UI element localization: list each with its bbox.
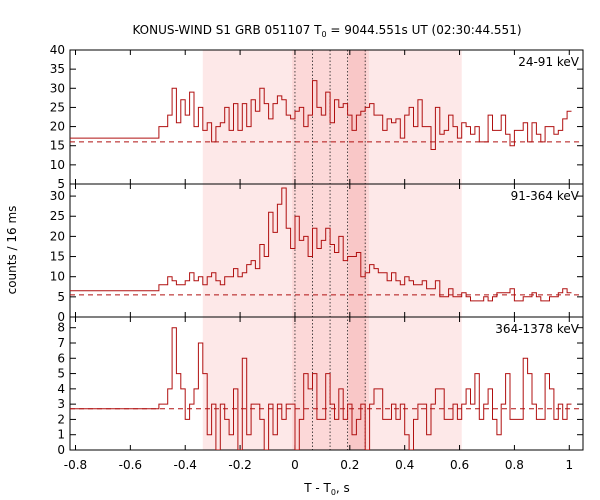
shaded-intervals (202, 50, 462, 450)
panel-1: 0 5 10 15 20 25 30 91-364 keV (50, 183, 584, 324)
panel-1-lightcurve (70, 187, 572, 302)
panel-0-energy-label: 24-91 keV (518, 55, 580, 69)
panel-0-ytick-label-3: 20 (50, 120, 65, 134)
x-tick-label-3: -0.2 (228, 458, 251, 472)
x-axis-label: T - T0, s (303, 481, 350, 497)
panel-2-ytick-label-7: 7 (57, 336, 65, 350)
x-tick-label-2: -0.4 (174, 458, 197, 472)
x-tick-label-6: 0.4 (395, 458, 414, 472)
x-tick-label-0: -0.8 (64, 458, 87, 472)
x-tick-label-5: 0.2 (340, 458, 359, 472)
x-axis-label-main: T - T (303, 481, 331, 495)
panel-1-ytick-label-6: 30 (50, 189, 65, 203)
x-tick-label-8: 0.8 (505, 458, 524, 472)
chart-title: KONUS-WIND S1 GRB 051107 T0 = 9044.551s … (132, 23, 521, 39)
x-tick-label-1: -0.6 (119, 458, 142, 472)
panel-1-ytick-label-4: 20 (50, 229, 65, 243)
panel-0-ytick-label-7: 40 (50, 43, 65, 57)
panel-0-lightcurve (70, 80, 572, 150)
x-tick-label-7: 0.6 (450, 458, 469, 472)
panel-0-ytick-label-4: 25 (50, 100, 65, 114)
x-tick-labels: -0.8 -0.6 -0.4 -0.2 0 0.2 0.4 0.6 0.8 1 (64, 458, 573, 472)
panel-1-ytick-label-3: 15 (50, 250, 65, 264)
panel-1-energy-label: 91-364 keV (511, 189, 580, 203)
chart-title-rest: = 9044.551s UT (02:30:44.551) (327, 23, 522, 37)
panel-2-ytick-label-6: 6 (57, 351, 65, 365)
panel-0-ytick-label-0: 5 (57, 177, 65, 191)
panel-2-lightcurve (70, 327, 572, 450)
panel-2-ytick-label-8: 8 (57, 321, 65, 335)
panel-1-ytick-label-2: 10 (50, 270, 65, 284)
panel-1-ytick-label-1: 5 (57, 290, 65, 304)
panel-2-ytick-label-5: 5 (57, 367, 65, 381)
panel-1-ytick-label-5: 25 (50, 209, 65, 223)
panel-frame-2 (69, 316, 584, 451)
panel-2-ytick-label-0: 0 (57, 443, 65, 457)
panel-0-ytick-label-6: 35 (50, 62, 65, 76)
x-tick-label-9: 1 (565, 458, 573, 472)
x-tick-label-4: 0 (291, 458, 299, 472)
panel-2-ytick-label-2: 2 (57, 412, 65, 426)
x-axis-label-rest: , s (336, 481, 350, 495)
y-axis-label: counts / 16 ms (5, 206, 19, 295)
panel-2-energy-label: 364-1378 keV (495, 322, 579, 336)
panel-1-ytick-label-0: 0 (57, 310, 65, 324)
panel-0: 5 10 15 20 25 30 35 40 24-91 keV (50, 43, 584, 191)
chart-title-subscript: 0 (322, 30, 327, 39)
chart-title-main: KONUS-WIND S1 GRB 051107 T (132, 23, 322, 37)
panel-0-ytick-label-1: 10 (50, 158, 65, 172)
panel-2-ytick-label-4: 4 (57, 382, 65, 396)
panel-0-ytick-label-5: 30 (50, 81, 65, 95)
panel-0-ytick-label-2: 15 (50, 139, 65, 153)
panel-2-ytick-label-1: 1 (57, 428, 65, 442)
x-axis-label-subscript: 0 (331, 488, 336, 497)
shaded-interval-2 (348, 50, 367, 450)
panel-2-ytick-label-3: 3 (57, 397, 65, 411)
